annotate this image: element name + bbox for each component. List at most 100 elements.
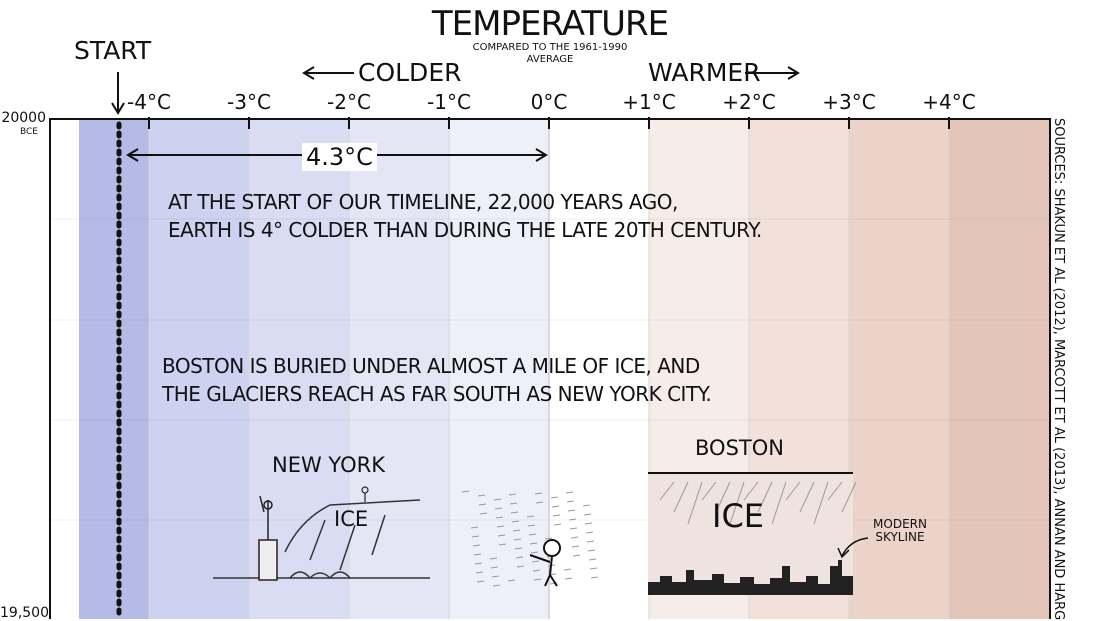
snow-streak [513, 538, 522, 541]
ice-hatch-line [813, 481, 829, 525]
snow-streak [585, 531, 594, 534]
snow-streak [474, 562, 483, 565]
difference-label: 4.3°C [302, 143, 377, 171]
modern-skyline-label: MODERN SKYLINE [873, 517, 927, 544]
snow-streak [495, 516, 504, 519]
snow-streak [498, 543, 507, 546]
temperature-band [349, 119, 449, 619]
snowstorm-illustration [461, 490, 599, 587]
boston-label: BOSTON [695, 436, 784, 460]
snow-streak [516, 565, 525, 568]
snow-streak [497, 534, 506, 537]
snow-streak [589, 567, 598, 570]
snow-streak [489, 557, 498, 560]
colder-label: COLDER [358, 58, 462, 87]
ice-hatch-line [757, 481, 773, 513]
ice-label: ICE [712, 497, 764, 535]
chart-subtitle: COMPARED TO THE 1961-1990 AVERAGE [472, 42, 628, 65]
ice-hatch-line [827, 481, 843, 501]
snow-streak [531, 560, 540, 563]
x-tick-label: +1°C [622, 90, 676, 114]
x-tick-label: -1°C [427, 90, 471, 114]
snow-streak [461, 490, 470, 493]
snow-streak [565, 491, 574, 494]
snow-streak [496, 525, 505, 528]
snow-streak [551, 505, 560, 508]
note-line: EARTH IS 4° COLDER THAN DURING THE LATE … [168, 218, 762, 242]
snow-streak [584, 522, 593, 525]
snow-streak [535, 501, 544, 504]
snow-streak [471, 535, 480, 538]
snow-streak [477, 494, 486, 497]
snow-streak [568, 518, 577, 521]
ice-hatch-line [715, 481, 731, 513]
start-label: START [74, 36, 152, 65]
y-era-label: BCE [20, 127, 38, 137]
snow-streak [583, 513, 592, 516]
skyline-pointer-arrow [837, 537, 869, 559]
ice-hatch-line [799, 481, 815, 513]
snow-streak [534, 492, 543, 495]
ice-hatch-line [673, 481, 689, 513]
snow-streak [470, 526, 479, 529]
note-line: BOSTON IS BURIED UNDER ALMOST A MILE OF … [162, 354, 700, 378]
snow-streak [567, 509, 576, 512]
start-arrow [111, 72, 125, 115]
snow-streak [511, 520, 520, 523]
y-tick-label: 20000 [1, 110, 46, 126]
snow-streak [532, 569, 541, 572]
ice-hatch-line [729, 481, 745, 525]
snow-streak [515, 556, 524, 559]
temperature-band [79, 119, 149, 619]
sources-text: SOURCES: SHAKUN ET AL (2012), MARCOTT ET… [1051, 118, 1066, 621]
temperature-band [949, 119, 1050, 619]
new-york-label: NEW YORK [272, 453, 385, 477]
x-tick-label: -3°C [227, 90, 271, 114]
snow-streak [490, 566, 499, 569]
stick-figure-in-snow [529, 539, 561, 587]
snow-streak [571, 545, 580, 548]
ice-hatch-line [785, 481, 801, 501]
boston-ice-block [648, 473, 853, 593]
snow-streak [510, 511, 519, 514]
snow-streak [590, 576, 599, 579]
statue-of-liberty [258, 495, 278, 581]
snow-streak [527, 524, 536, 527]
snow-streak [570, 536, 579, 539]
snow-streak [529, 542, 538, 545]
snow-streak [491, 575, 500, 578]
snow-streak [528, 533, 537, 536]
snow-streak [494, 507, 503, 510]
snow-streak [563, 568, 572, 571]
ice-hatching [659, 481, 857, 525]
snow-streak [552, 514, 561, 517]
temperature-band [249, 119, 349, 619]
snow-streak [507, 579, 516, 582]
snow-streak [582, 504, 591, 507]
new-york-ice-illustration [213, 499, 430, 580]
snow-streak [544, 537, 553, 540]
y-tick-label: 19,500 [0, 605, 49, 621]
ice-hatch-line [659, 481, 675, 501]
snow-streak [588, 558, 597, 561]
snow-streak [530, 551, 539, 554]
x-tick-label: 0°C [530, 90, 568, 114]
snow-streak [572, 554, 581, 557]
snow-streak [493, 498, 502, 501]
temperature-band [849, 119, 949, 619]
temperature-band [549, 119, 649, 619]
ice-hatch-line [841, 481, 857, 513]
boston-skyline-icon [648, 560, 853, 595]
snow-streak [473, 553, 482, 556]
x-tick-label: +4°C [922, 90, 976, 114]
note-line: AT THE START OF OUR TIMELINE, 22,000 YEA… [168, 190, 678, 214]
snow-streak [569, 527, 578, 530]
snow-streak [512, 529, 521, 532]
snow-streak [564, 577, 573, 580]
warmer-arrow [745, 66, 800, 80]
plot-frame [49, 118, 1051, 619]
note-line: THE GLACIERS REACH AS FAR SOUTH AS NEW Y… [162, 382, 712, 406]
tiny-person-on-ice [361, 486, 369, 502]
snow-streak [566, 500, 575, 503]
colder-arrow [302, 66, 354, 80]
